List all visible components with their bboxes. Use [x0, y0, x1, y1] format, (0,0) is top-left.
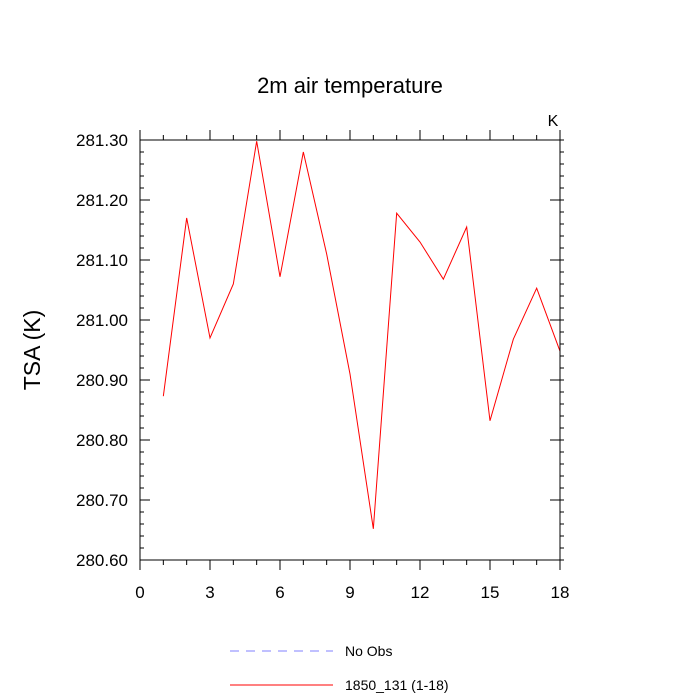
legend-label: 1850_131 (1-18)	[345, 677, 449, 693]
legend-label: No Obs	[345, 643, 392, 659]
y-tick-label: 281.10	[76, 251, 128, 270]
minor-ticks	[140, 135, 564, 565]
y-tick-label: 280.70	[76, 491, 128, 510]
x-tick-label: 6	[275, 583, 284, 602]
y-tick-label: 281.00	[76, 311, 128, 330]
series-layer	[162, 141, 561, 529]
y-tick-label: 281.30	[76, 131, 128, 150]
x-tick-label: 3	[205, 583, 214, 602]
y-tick-label: 281.20	[76, 191, 128, 210]
legend: No Obs 1850_131 (1-18)	[230, 643, 449, 693]
chart-title: 2m air temperature	[257, 73, 443, 98]
y-tick-label: 280.80	[76, 431, 128, 450]
y-tick-label: 280.90	[76, 371, 128, 390]
tick-labels: 280.60 280.70 280.80 280.90 281.00 281.10 281.…	[76, 131, 569, 602]
x-tick-label: 12	[411, 583, 430, 602]
x-tick-label: 15	[481, 583, 500, 602]
y-axis-label: TSA (K)	[19, 310, 45, 391]
plot-frame	[139, 139, 561, 561]
series-line	[162, 141, 561, 529]
x-tick-label: 9	[345, 583, 354, 602]
x-tick-label: 0	[135, 583, 144, 602]
y-tick-label: 280.60	[76, 551, 128, 570]
major-ticks	[139, 130, 561, 570]
x-tick-label: 18	[551, 583, 570, 602]
units-label: K	[548, 113, 559, 130]
